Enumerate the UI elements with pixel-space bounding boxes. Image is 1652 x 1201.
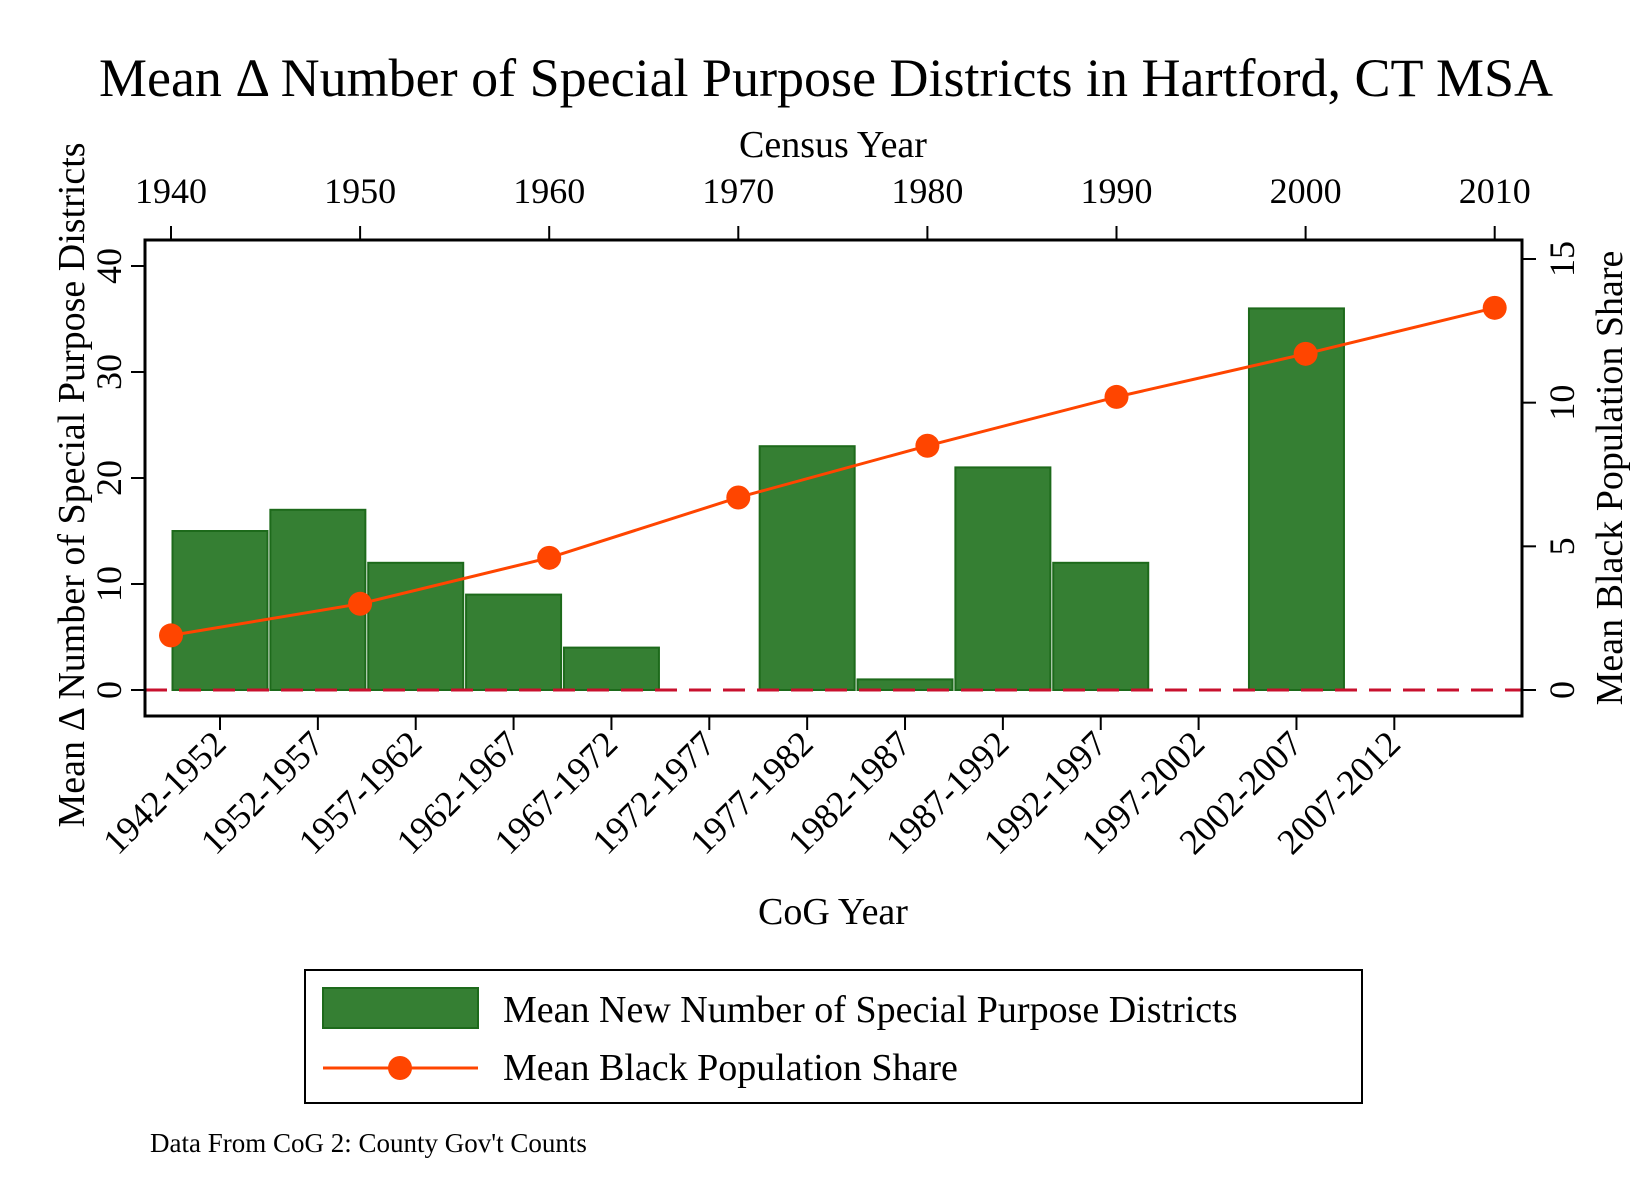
legend-label-bars: Mean New Number of Special Purpose Distr… <box>503 989 1238 1031</box>
source-note: Data From CoG 2: County Gov't Counts <box>150 1128 587 1158</box>
bar-1977-1982 <box>758 445 856 692</box>
left-tick-label-10: 10 <box>89 566 129 602</box>
black-share-point-1970 <box>726 485 751 510</box>
right-tick-label-0: 0 <box>1542 681 1582 699</box>
black-share-point-1990 <box>1104 384 1129 409</box>
right-tick-label-10: 10 <box>1542 385 1582 421</box>
line-series-layer <box>159 295 1507 648</box>
black-share-point-1980 <box>915 433 940 458</box>
bar-1992-1997 <box>1052 561 1150 691</box>
right-tick-label-15: 15 <box>1542 241 1582 277</box>
top-tick-label-2000: 2000 <box>1270 171 1342 211</box>
legend-swatch-marker <box>388 1056 412 1080</box>
black-share-point-2010 <box>1482 295 1507 320</box>
black-share-point-1940 <box>159 623 183 648</box>
x-axis-top-title: Census Year <box>739 124 927 166</box>
top-tick-label-1980: 1980 <box>891 171 963 211</box>
bar-1982-1987 <box>856 678 954 692</box>
left-tick-label-20: 20 <box>89 460 129 496</box>
legend-frame <box>304 969 1363 1104</box>
black-share-point-1960 <box>537 545 562 570</box>
legend-label-line: Mean Black Population Share <box>503 1047 958 1089</box>
left-tick-label-0: 0 <box>89 681 129 699</box>
black-share-point-2000 <box>1293 341 1318 366</box>
y-axis-right-title: Mean Black Population Share <box>1589 251 1631 706</box>
top-tick-label-2010: 2010 <box>1459 171 1531 211</box>
top-tick-label-1950: 1950 <box>324 171 396 211</box>
left-tick-label-40: 40 <box>89 248 129 284</box>
right-tick-label-5: 5 <box>1542 537 1582 555</box>
legend-swatch-bars <box>322 987 479 1029</box>
legend: Mean New Number of Special Purpose Distr… <box>304 969 1363 1104</box>
bar-1987-1992 <box>954 466 1052 691</box>
bar-1942-1952 <box>171 530 269 691</box>
top-tick-label-1970: 1970 <box>702 171 774 211</box>
chart-title: Mean Δ Number of Special Purpose Distric… <box>99 48 1553 108</box>
bar-1962-1967 <box>465 593 563 691</box>
bars-layer <box>171 307 1345 692</box>
top-tick-label-1940: 1940 <box>135 171 207 211</box>
top-tick-label-1960: 1960 <box>513 171 585 211</box>
left-tick-label-30: 30 <box>89 354 129 390</box>
top-tick-label-1990: 1990 <box>1081 171 1153 211</box>
x-axis-bottom-title: CoG Year <box>758 891 908 933</box>
y-axis-left-title: Mean Δ Number of Special Purpose Distric… <box>51 142 93 827</box>
black-share-line <box>170 306 1496 637</box>
black-share-point-1950 <box>348 591 373 616</box>
bar-2002-2007 <box>1247 307 1345 691</box>
bar-1967-1972 <box>562 646 660 691</box>
